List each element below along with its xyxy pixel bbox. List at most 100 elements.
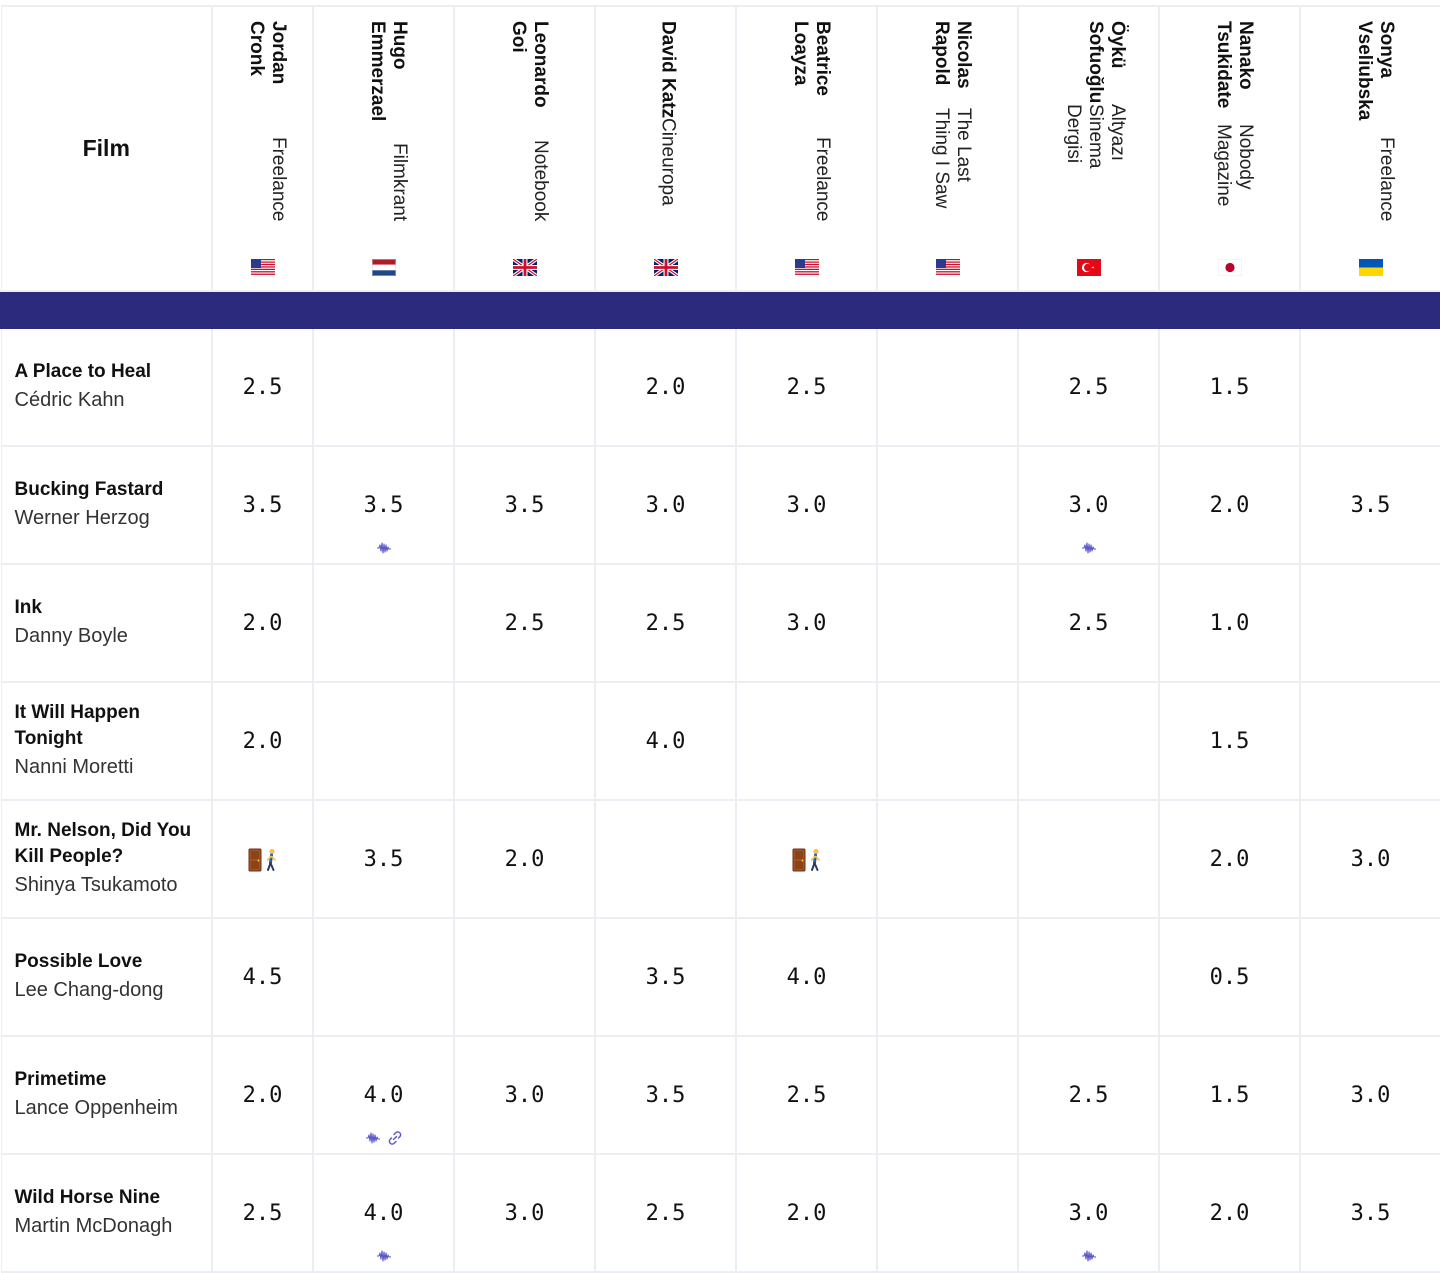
rating-score: 2.5	[1068, 374, 1109, 400]
critic-label: Öykü Sofuoğlu Altyazı Sinema Dergisi	[1062, 21, 1128, 221]
rating-cell: 4.0	[312, 1153, 455, 1273]
rating-cell: 2.0	[1158, 445, 1301, 565]
rating-score: 4.0	[363, 1082, 404, 1108]
rating-score: 2.0	[645, 374, 686, 400]
film-title: Bucking Fastard	[14, 479, 164, 500]
film-cell: Ink Danny Boyle	[0, 563, 213, 683]
critic-publication: Notebook	[529, 139, 551, 221]
critic-header: Sonya Vseliubska Freelance	[1299, 5, 1440, 292]
critic-label: Beatrice Loayza Freelance	[789, 21, 833, 221]
critic-label: David Katz Cineuropa	[657, 21, 679, 206]
rating-score: 1.0	[1209, 610, 1250, 636]
film-director: Martin McDonagh	[14, 1215, 173, 1237]
rating-cell: 3.0	[1017, 1153, 1160, 1273]
rating-score: 3.0	[1068, 492, 1109, 518]
critic-header: Jordan Cronk Freelance	[211, 5, 314, 292]
critic-publication: Nobody Magazine	[1212, 123, 1256, 206]
rating-score: 2.5	[786, 1082, 827, 1108]
rating-cell	[876, 1035, 1019, 1155]
rating-score: 1.5	[1209, 1082, 1250, 1108]
rating-cell	[1299, 917, 1440, 1037]
rating-score: 3.5	[1350, 1200, 1391, 1226]
critic-header: David Katz Cineuropa	[594, 5, 737, 292]
rating-cell	[312, 681, 455, 801]
rating-cell	[1299, 681, 1440, 801]
rating-cell	[1299, 327, 1440, 447]
ratings-table: Film Jordan Cronk Freelance Hugo Emmerzael…	[0, 5, 1440, 1273]
rating-score: 3.0	[1350, 846, 1391, 872]
rating-cell	[312, 917, 455, 1037]
rating-score: 2.5	[1068, 610, 1109, 636]
walking-person-icon	[266, 848, 276, 871]
rating-cell: 3.0	[1017, 445, 1160, 565]
critic-publication: The Last Thing I Saw	[930, 107, 974, 209]
rating-marks	[1019, 1247, 1158, 1263]
door-icon	[792, 848, 805, 872]
rating-score: 3.0	[1350, 1082, 1391, 1108]
door-icon	[248, 848, 261, 872]
rating-score: 3.0	[504, 1200, 545, 1226]
rating-cell	[876, 917, 1019, 1037]
rating-cell: 2.5	[211, 327, 314, 447]
critic-label: Nanako Tsukidate Nobody Magazine	[1212, 21, 1256, 221]
rating-cell: 4.5	[211, 917, 314, 1037]
rating-cell	[312, 327, 455, 447]
link-icon[interactable]	[387, 1130, 403, 1146]
film-title: Possible Love	[14, 951, 143, 972]
rating-cell: 3.5	[594, 917, 737, 1037]
rating-cell	[453, 917, 596, 1037]
rating-score: 0.5	[1209, 964, 1250, 990]
critic-header: Leonardo Goi Notebook	[453, 5, 596, 292]
rating-score: 3.5	[645, 1082, 686, 1108]
rating-marks	[314, 1247, 453, 1263]
critic-publication: Freelance	[1375, 136, 1397, 222]
critic-publication: Freelance	[267, 136, 289, 222]
rating-cell	[876, 1153, 1019, 1273]
critic-header: Beatrice Loayza Freelance	[735, 5, 878, 292]
table-row: A Place to Heal Cédric Kahn 2.5 2.0 2.5 2.5 1.…	[0, 327, 1440, 447]
film-director: Nanni Moretti	[14, 756, 134, 778]
rating-cell: 4.0	[735, 917, 878, 1037]
jp-flag-icon	[1217, 259, 1242, 276]
critic-name: Nanako Tsukidate	[1212, 21, 1256, 109]
rating-cell: 3.0	[1299, 799, 1440, 919]
critic-header: Öykü Sofuoğlu Altyazı Sinema Dergisi	[1017, 5, 1160, 292]
uk-flag-icon	[512, 259, 537, 276]
critic-name: Leonardo Goi	[507, 21, 551, 108]
critic-publication: Cineuropa	[657, 118, 679, 206]
film-title: Mr. Nelson, Did You Kill People?	[14, 820, 192, 867]
rating-cell: 3.5	[312, 799, 455, 919]
table-row: Wild Horse Nine Martin McDonagh 2.5 4.0 3.0 2…	[0, 1153, 1440, 1273]
rating-score: 3.5	[645, 964, 686, 990]
us-flag-icon	[794, 259, 819, 275]
rating-cell: 3.5	[211, 445, 314, 565]
rating-cell: 3.5	[453, 445, 596, 565]
rating-marks	[314, 1129, 453, 1145]
rating-cell: 2.0	[211, 563, 314, 683]
us-flag-icon	[935, 259, 960, 275]
rating-cell: 1.5	[1158, 681, 1301, 801]
film-director: Danny Boyle	[14, 625, 128, 647]
rating-score: 3.0	[786, 610, 827, 636]
critic-publication: Altyazı Sinema Dergisi	[1063, 103, 1129, 169]
rating-cell	[876, 445, 1019, 565]
audio-wave-icon	[1081, 542, 1096, 554]
table-row: Primetime Lance Oppenheim 2.0 4.0 3.0 3.5 2.5 2…	[0, 1035, 1440, 1155]
rating-cell: 2.0	[1158, 799, 1301, 919]
film-director: Werner Herzog	[14, 507, 150, 529]
table-row: It Will Happen Tonight Nanni Moretti 2.0 4.…	[0, 681, 1440, 801]
rating-cell: 3.0	[735, 445, 878, 565]
rating-marks	[314, 539, 453, 555]
rating-score: 4.0	[786, 964, 827, 990]
rating-cell: 2.5	[1017, 1035, 1160, 1155]
rating-score: 2.5	[504, 610, 545, 636]
rating-cell: 3.0	[594, 445, 737, 565]
rating-score: 2.5	[1068, 1082, 1109, 1108]
critic-publication: Freelance	[811, 136, 833, 222]
rating-cell	[1299, 563, 1440, 683]
critic-label: Hugo Emmerzael Filmkrant	[366, 21, 410, 221]
rating-cell: 4.0	[312, 1035, 455, 1155]
critic-name: David Katz	[657, 21, 679, 119]
critic-label: Nicolas Rapold The Last Thing I Saw	[930, 21, 974, 221]
rating-cell: 2.0	[453, 799, 596, 919]
